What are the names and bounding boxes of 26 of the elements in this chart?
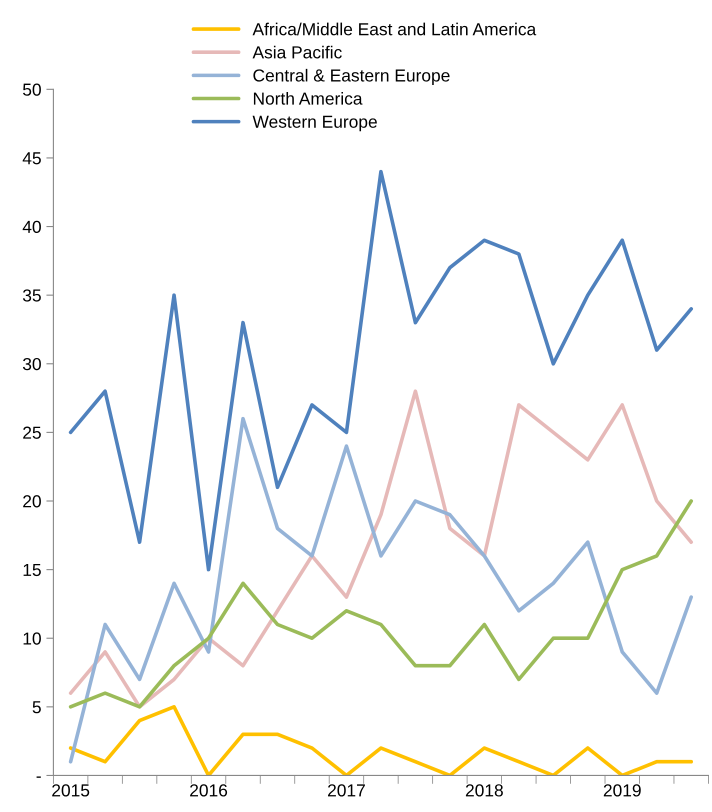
line-series xyxy=(68,170,694,572)
x-tick-label: 2017 xyxy=(328,784,365,797)
x-tick-label: 2019 xyxy=(604,784,641,797)
legend-label: Western Europe xyxy=(252,116,377,132)
legend-label: North America xyxy=(254,92,363,105)
legend-label: Asia Pacific xyxy=(252,46,342,58)
y-tick-label: 20 xyxy=(23,495,41,508)
legend-label: Africa/Middle East and Latin America xyxy=(252,22,536,36)
y-tick-label: 10 xyxy=(24,632,41,645)
y-tick-label: 30 xyxy=(22,358,41,370)
x-tick-label: 2016 xyxy=(190,784,228,797)
y-tick-label: 35 xyxy=(22,289,41,302)
y-tick-label: 15 xyxy=(24,564,41,576)
line-series xyxy=(68,416,694,764)
legend-label: Central & Eastern Europe xyxy=(253,68,450,86)
y-tick-label: 45 xyxy=(22,152,41,164)
line-series xyxy=(68,499,694,709)
y-tick-label: 50 xyxy=(22,83,41,96)
y-tick-label: 40 xyxy=(22,220,41,234)
y-tick-label: 5 xyxy=(32,701,41,714)
x-tick-label: 2015 xyxy=(52,784,90,797)
y-tick-label: - xyxy=(36,776,41,778)
y-tick-label: 25 xyxy=(23,426,41,439)
line-series xyxy=(68,705,694,776)
x-tick-label: 2018 xyxy=(466,784,503,797)
line-series xyxy=(68,389,694,709)
